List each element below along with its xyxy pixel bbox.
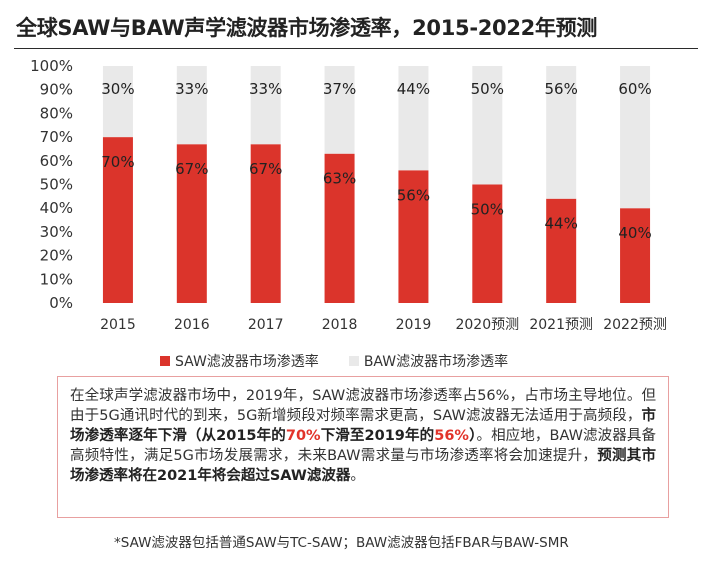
chart-title: 全球SAW与BAW声学滤波器市场渗透率，2015-2022年预测 (16, 16, 598, 40)
data-label-saw: 67% (249, 160, 282, 178)
footnote: *SAW滤波器包括普通SAW与TC-SAW；BAW滤波器包括FBAR与BAW-S… (114, 535, 569, 551)
bar-saw (250, 144, 281, 303)
legend-item-baw: BAW滤波器市场渗透率 (348, 351, 509, 371)
x-tick-label: 2015 (100, 317, 136, 333)
x-tick-label: 2017 (248, 317, 284, 333)
bar-baw (250, 66, 281, 145)
data-label-baw: 50% (471, 80, 504, 98)
data-label-baw: 60% (618, 80, 651, 98)
note-text-1: 在全球声学滤波器市场中，2019年，SAW滤波器市场渗透率占56%，占市场主导地… (70, 388, 656, 424)
bar-saw (398, 170, 429, 303)
data-label-saw: 67% (175, 160, 208, 178)
x-tick-label: 2021预测 (529, 317, 593, 333)
bar-saw (102, 137, 133, 303)
x-tick-label: 2016 (174, 317, 210, 333)
bar-saw (620, 208, 651, 303)
data-label-baw: 37% (323, 80, 356, 98)
bar-saw (324, 153, 355, 303)
bar-baw (620, 66, 651, 209)
x-tick-label: 2022预测 (603, 317, 667, 333)
note-bold-1: 市场渗透率逐年下滑（从2015年的 (70, 408, 656, 444)
bar-baw (472, 66, 503, 185)
y-tick-label: 100% (30, 57, 73, 75)
legend-swatch-saw (160, 356, 170, 366)
data-label-saw: 44% (545, 215, 578, 233)
data-label-saw: 63% (323, 170, 356, 188)
y-tick-label: 70% (40, 128, 73, 146)
note-text-2: 。相应地，BAW滤波器具备高频特性，满足5G市场发展需求，未来BAW需求量与市场… (70, 428, 657, 464)
data-label-baw: 56% (545, 80, 578, 98)
y-tick-label: 90% (40, 81, 73, 99)
data-label-saw: 40% (618, 224, 651, 242)
legend-swatch-baw (348, 356, 359, 366)
note-highlight-2019: 56% (434, 428, 469, 444)
y-tick-label: 0% (49, 294, 73, 312)
bar-baw (546, 66, 577, 199)
title-divider (14, 48, 698, 49)
x-tick-label: 2020预测 (455, 317, 519, 333)
data-label-saw: 70% (101, 153, 134, 171)
bar-saw (472, 184, 503, 303)
y-tick-label: 80% (40, 104, 73, 122)
y-tick-label: 50% (40, 176, 73, 194)
data-label-saw: 56% (397, 186, 430, 204)
bar-saw (176, 144, 207, 303)
data-label-baw: 33% (249, 80, 282, 98)
bar-saw (546, 198, 577, 303)
data-label-baw: 44% (397, 80, 430, 98)
note-bold-4: 预测其市场渗透率将在2021年将会超过SAW滤波器 (70, 448, 657, 484)
data-label-baw: 30% (101, 80, 134, 98)
y-tick-label: 60% (40, 152, 73, 170)
legend-item-saw: SAW滤波器市场渗透率 (160, 351, 319, 371)
bar-baw (324, 66, 355, 154)
y-tick-label: 20% (40, 247, 73, 265)
note-text-3: 。 (350, 468, 365, 484)
y-tick-label: 30% (40, 223, 73, 241)
y-tick-label: 10% (40, 270, 73, 288)
note-highlight-2015: 70% (285, 428, 321, 444)
note-bold-2: 下滑至2019年的 (320, 428, 435, 444)
chart-legend: SAW滤波器市场渗透率 BAW滤波器市场渗透率 (160, 351, 538, 371)
x-tick-label: 2018 (322, 317, 358, 333)
y-tick-label: 40% (40, 199, 73, 217)
bar-baw (102, 66, 133, 138)
x-tick-label: 2019 (396, 317, 432, 333)
bar-baw (398, 66, 429, 171)
data-label-saw: 50% (471, 201, 504, 219)
legend-label-saw: SAW滤波器市场渗透率 (175, 354, 319, 370)
data-label-baw: 33% (175, 80, 208, 98)
legend-label-baw: BAW滤波器市场渗透率 (363, 354, 509, 370)
note-bold-3: ） (468, 428, 477, 444)
stacked-bar-chart: 0% 10% 20% 30% 40% 50% 60% 70% 80% 90% 100% 70% 30% 2… (30, 57, 667, 333)
bar-baw (176, 66, 207, 145)
analysis-note-box: 在全球声学滤波器市场中，2019年，SAW滤波器市场渗透率占56%，占市场主导地… (57, 376, 669, 518)
